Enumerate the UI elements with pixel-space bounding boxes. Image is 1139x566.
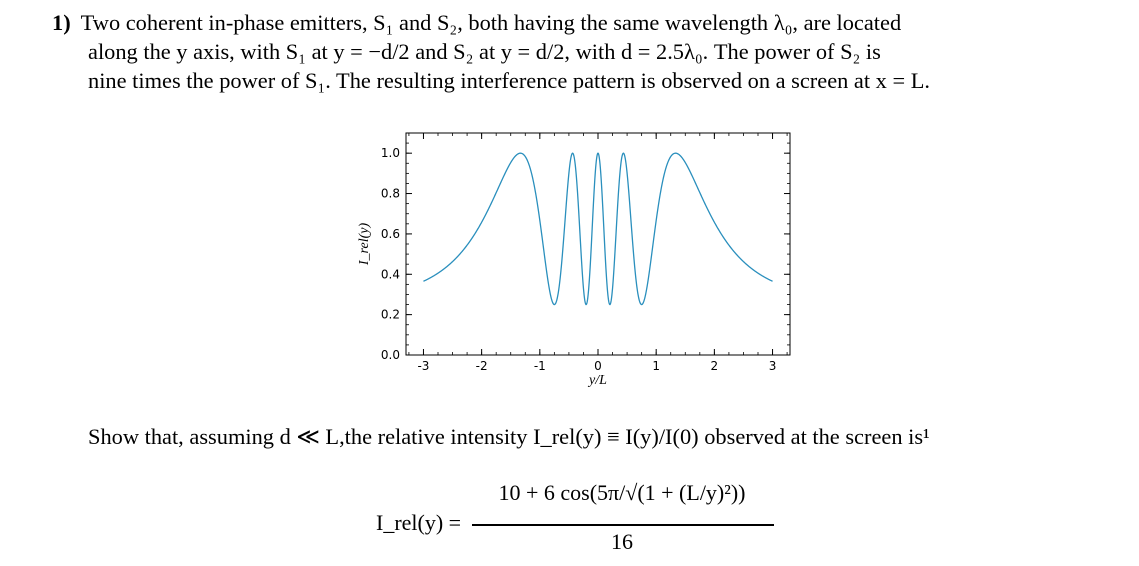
- equation-denominator: 16: [611, 529, 633, 554]
- x-tick-label: -3: [417, 359, 429, 373]
- equation-numerator: 10 + 6 cos(5π/√(1 + (L/y)²)): [498, 480, 746, 505]
- x-tick-label: 0: [594, 359, 602, 373]
- problem-text-line1: Two coherent in-phase emitters, S₁ and S…: [80, 10, 902, 35]
- x-axis-label: y/L: [587, 373, 607, 388]
- fraction-bar: [472, 524, 774, 526]
- x-tick-label: -2: [476, 359, 488, 373]
- x-tick-label: -1: [534, 359, 546, 373]
- y-tick-label: 0.6: [381, 227, 400, 241]
- problem-number: 1): [52, 10, 71, 35]
- y-tick-label: 0.0: [381, 348, 400, 362]
- y-tick-label: 0.8: [381, 187, 400, 201]
- relative-intensity-equation: I_rel(y) = 10 + 6 cos(5π/√(1 + (L/y)²)) …: [376, 474, 796, 560]
- y-tick-label: 1.0: [381, 146, 400, 160]
- intensity-curve: [423, 152, 773, 306]
- y-tick-label: 0.4: [381, 267, 400, 281]
- problem-paragraph: 1) Two coherent in-phase emitters, S₁ and…: [52, 8, 1082, 95]
- x-tick-label: 1: [652, 359, 660, 373]
- problem-text-line3: nine times the power of S₁. The resultin…: [88, 68, 930, 93]
- problem-text-line2: along the y axis, with S₁ at y = −d/2 an…: [88, 39, 881, 64]
- x-tick-label: 2: [711, 359, 719, 373]
- equation-lhs: I_rel(y) =: [376, 510, 462, 535]
- show-that-sentence: Show that, assuming d ≪ L,the relative i…: [88, 424, 930, 449]
- plot-frame: [405, 132, 791, 356]
- x-tick-label: 3: [769, 359, 777, 373]
- intensity-plot: -3 -2 -1 0 1 2 3 0.0 0.2 0.4 0.6 0.8 1.0 y/L I_rel(y): [350, 128, 810, 398]
- problem-statement: 1) Two coherent in-phase emitters, S₁ and…: [52, 8, 1082, 95]
- y-tick-label: 0.2: [381, 308, 400, 322]
- y-axis-label: I_rel(y): [357, 223, 372, 267]
- plot-svg: -3 -2 -1 0 1 2 3 0.0 0.2 0.4 0.6 0.8 1.0 y/L I_rel(y): [357, 132, 791, 388]
